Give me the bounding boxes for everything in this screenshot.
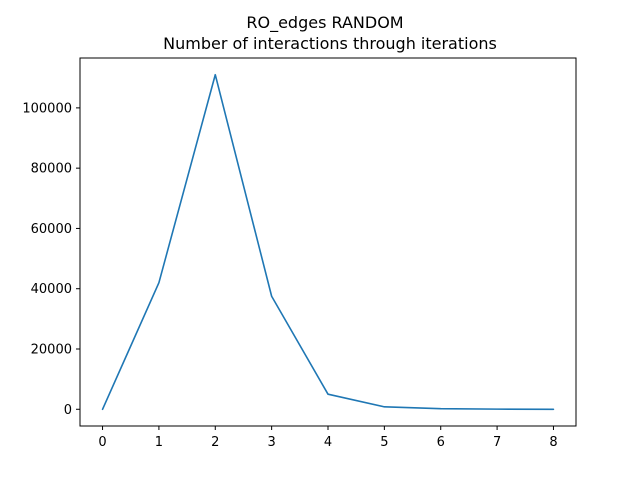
series-line-0 [101, 73, 555, 411]
y-tick-label: 40000 [31, 282, 72, 297]
y-tick-label: 60000 [31, 222, 72, 237]
x-tick-label: 3 [267, 435, 275, 450]
y-tick-label: 20000 [31, 342, 72, 357]
x-tick-label: 8 [549, 435, 557, 450]
x-tick-label: 4 [324, 435, 332, 450]
x-tick-label: 0 [98, 435, 106, 450]
x-tick-label: 7 [493, 435, 501, 450]
chart-subtitle: Number of interactions through iteration… [163, 34, 497, 53]
x-tick-label: 1 [155, 435, 163, 450]
axes-frame [79, 57, 577, 427]
y-tick-label: 100000 [22, 101, 72, 116]
x-tick-label: 5 [380, 435, 388, 450]
chart-title: RO_edges RANDOM [246, 13, 403, 33]
x-tick-label: 2 [211, 435, 219, 450]
x-tick-label: 6 [437, 435, 445, 450]
plot-area: 0 1 2 3 4 5 6 7 8 0 20000 40000 60000 80000 100000 [22, 57, 577, 450]
y-tick-label: 80000 [31, 162, 72, 177]
y-tick-label: 0 [64, 403, 72, 418]
